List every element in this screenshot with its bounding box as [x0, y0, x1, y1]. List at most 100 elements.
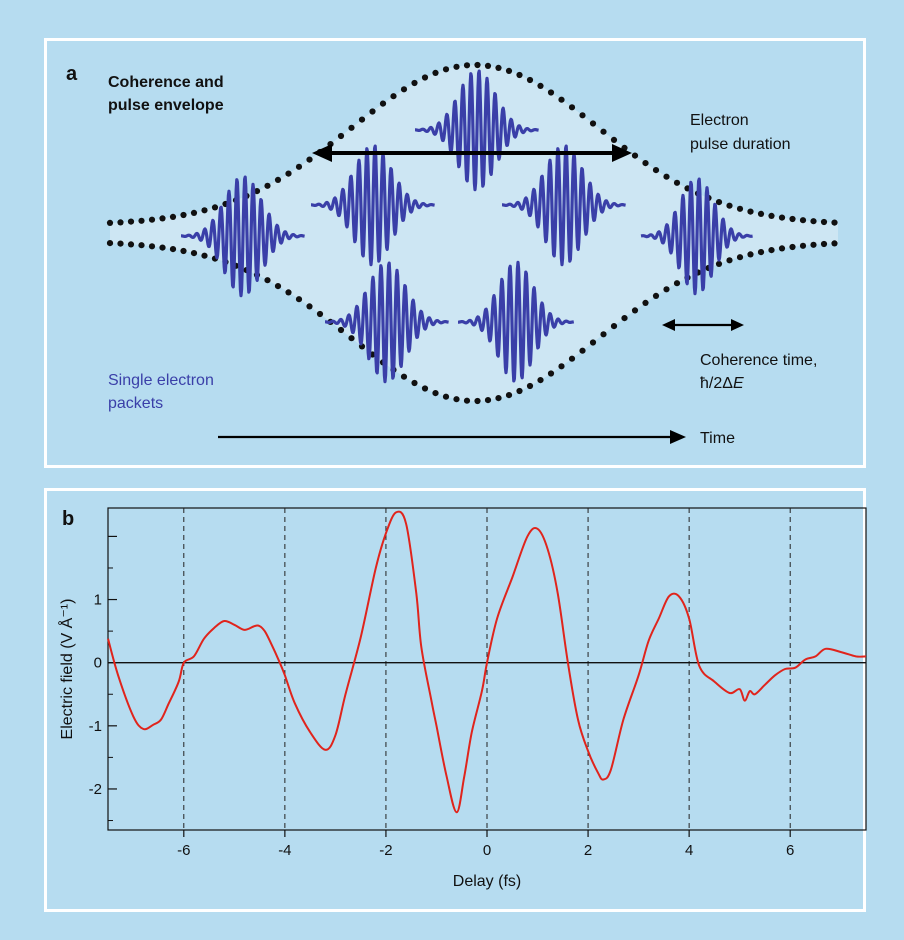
envelope-dot — [621, 315, 628, 322]
coherence-time-label-line1: Coherence time, — [700, 352, 817, 369]
envelope-dot — [190, 209, 198, 216]
envelope-dot — [673, 280, 681, 287]
envelope-dot — [201, 252, 208, 259]
envelope-dot — [316, 310, 324, 318]
pulse-envelope-dotted-outline — [106, 61, 838, 405]
envelope-dot — [180, 211, 187, 219]
envelope-dot — [516, 71, 523, 79]
envelope-dot — [505, 67, 513, 74]
envelope-dot — [463, 62, 471, 69]
envelope-dot — [484, 397, 492, 404]
envelope-dot — [432, 69, 439, 76]
envelope-dot — [148, 243, 156, 250]
envelope-dot — [411, 79, 418, 87]
envelope-dot — [306, 156, 313, 163]
envelope-dot — [337, 326, 345, 334]
envelope-dot — [579, 347, 586, 354]
envelope-dot — [411, 379, 418, 387]
envelope-dot — [526, 76, 534, 84]
envelope-dot — [169, 246, 177, 253]
y-tick-label: -1 — [89, 718, 102, 735]
x-tick-label: 2 — [584, 842, 592, 859]
envelope-dot — [537, 82, 544, 89]
envelope-dot — [715, 260, 723, 267]
electric-field-series-line — [107, 510, 867, 814]
envelope-dot — [547, 89, 555, 96]
envelope-dot — [484, 62, 492, 69]
envelope-dot — [757, 249, 765, 256]
envelope-dot — [390, 93, 397, 100]
envelope-dot — [799, 242, 807, 249]
electron-wave-packet — [501, 144, 627, 267]
envelope-dot — [726, 202, 733, 209]
panel-a-label: a — [66, 63, 78, 85]
envelope-dot — [778, 245, 786, 252]
envelope-dot — [264, 182, 271, 189]
panel-b-label: b — [62, 508, 74, 530]
envelope-dot — [799, 217, 807, 224]
electron-wave-packet — [180, 175, 306, 298]
envelope-dot — [190, 250, 198, 257]
envelope-dot — [568, 355, 576, 362]
electron-wave-packet — [414, 69, 540, 192]
x-axis-ticks: -6 -4 -2 0 2 4 6 — [177, 830, 794, 859]
coherence-title-line2: pulse envelope — [108, 97, 224, 114]
envelope-dot — [757, 210, 765, 217]
envelope-dot — [148, 216, 156, 223]
envelope-dot — [505, 392, 513, 399]
envelope-dot — [600, 331, 607, 338]
envelope-dot — [642, 160, 649, 167]
envelope-dot — [631, 307, 639, 314]
envelope-dot — [537, 377, 544, 384]
x-tick-label: -2 — [379, 842, 392, 859]
envelope-dot — [810, 218, 817, 225]
envelope-dot — [820, 218, 828, 226]
envelope-dot — [495, 64, 502, 71]
pulse-duration-label-line2: pulse duration — [690, 136, 791, 153]
envelope-dot — [306, 303, 313, 310]
envelope-dot — [106, 219, 114, 226]
time-arrow — [218, 430, 686, 444]
envelope-dot — [768, 212, 775, 219]
envelope-dot — [159, 215, 166, 222]
envelope-dot — [663, 286, 670, 293]
envelope-dot — [180, 247, 187, 255]
x-tick-label: 6 — [786, 842, 794, 859]
coherence-time-label-line2: ħ/2ΔE — [700, 375, 744, 392]
envelope-dot — [726, 257, 733, 264]
envelope-dot — [348, 124, 355, 131]
envelope-dot — [820, 240, 828, 248]
envelope-dot — [747, 251, 754, 258]
envelope-dot — [558, 96, 565, 103]
envelope-dot — [663, 173, 670, 180]
envelope-dot — [715, 199, 723, 206]
envelope-dot — [642, 299, 649, 306]
envelope-dot — [453, 396, 460, 403]
envelope-dot — [379, 100, 387, 107]
electron-wave-packet — [640, 177, 754, 296]
envelope-dot — [610, 136, 618, 143]
envelope-dot — [264, 277, 271, 284]
envelope-dot — [831, 240, 838, 247]
envelope-dot — [736, 205, 744, 212]
envelope-dot — [117, 219, 124, 226]
envelope-dot — [253, 188, 261, 195]
envelope-dot — [169, 213, 177, 220]
envelope-dot — [337, 132, 345, 140]
envelope-dot — [369, 108, 376, 115]
envelope-dot — [201, 207, 208, 214]
coherence-title-line1: Coherence and — [108, 74, 224, 91]
x-axis-label: Delay (fs) — [453, 873, 521, 890]
envelope-dot — [768, 247, 775, 254]
envelope-dot — [747, 208, 754, 215]
pulse-duration-label-line1: Electron — [690, 112, 749, 129]
envelope-dot — [652, 167, 660, 174]
envelope-dot — [474, 397, 481, 405]
envelope-dot — [211, 204, 219, 211]
y-axis-ticks: -2 -1 0 1 — [89, 592, 117, 798]
envelope-dot — [652, 292, 660, 299]
envelope-dot — [831, 219, 838, 226]
envelope-dot — [442, 66, 450, 73]
envelope-dot — [474, 61, 481, 69]
